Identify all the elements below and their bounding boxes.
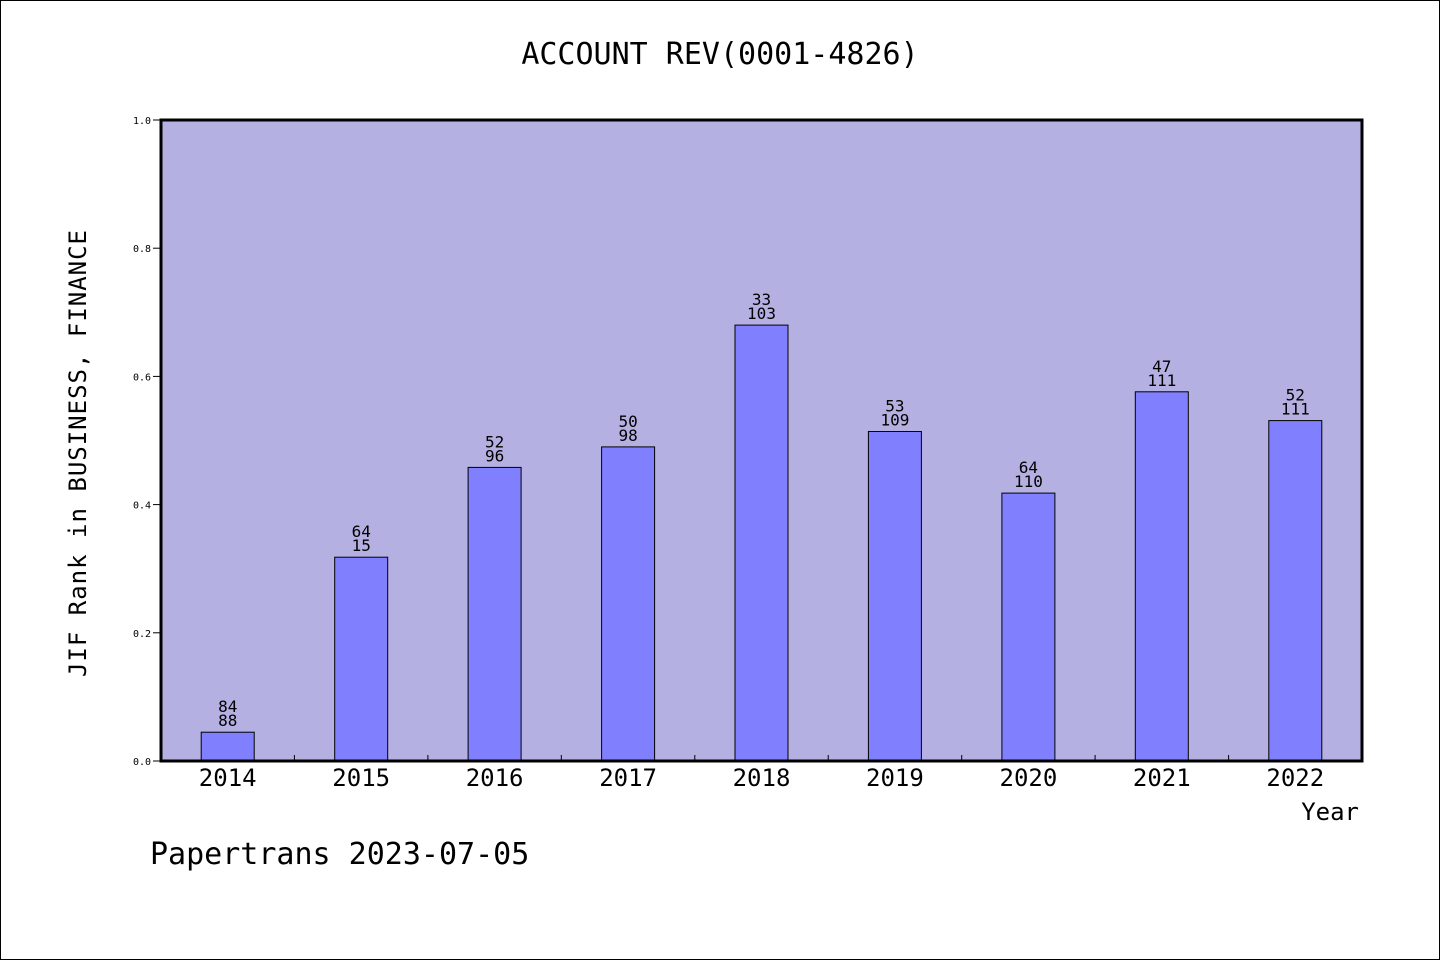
x-tick-label-2020: 2020: [1000, 764, 1058, 792]
bar-label-2017-2: 98: [618, 426, 637, 445]
bar-2015: [334, 556, 389, 762]
y-tick-label-0.8: 0.8: [133, 244, 151, 255]
bar-label-2019-1: 53: [885, 397, 904, 416]
bar-label-2017-1: 50: [618, 412, 637, 431]
y-tick-label-0.2: 0.2: [133, 629, 151, 640]
bar-2017: [601, 446, 656, 762]
bar-2019: [867, 431, 922, 762]
x-tick-label-2022: 2022: [1266, 764, 1324, 792]
bar-label-2018-2: 103: [747, 304, 776, 323]
bar-label-2021-2: 111: [1147, 371, 1176, 390]
x-tick-label-2019: 2019: [866, 764, 924, 792]
bar-2018: [734, 324, 789, 762]
x-tick-label-2017: 2017: [599, 764, 657, 792]
x-tick-label-2018: 2018: [733, 764, 791, 792]
bar-label-2015-2: 15: [352, 536, 371, 555]
footer-note: Papertrans 2023-07-05: [150, 837, 530, 872]
bar-label-2014-1: 84: [218, 697, 237, 716]
bar-label-2020-1: 64: [1019, 458, 1038, 477]
bar-2022: [1268, 420, 1323, 762]
x-tick-label-2016: 2016: [466, 764, 524, 792]
axes: 2014 2015 2016 2017 2018 2019 2020 2021 2022 0.0 0…: [133, 116, 1364, 792]
bar-group: 8488641552965098331035310964110471115211…: [200, 290, 1323, 762]
x-tick-label-2014: 2014: [199, 764, 257, 792]
bar-label-2022-2: 111: [1281, 400, 1310, 419]
bar-label-2019-2: 109: [880, 411, 909, 430]
y-tick-label-0.6: 0.6: [133, 372, 151, 383]
y-axis-label: JIF Rank in BUSINESS, FINANCE: [64, 228, 92, 678]
y-tick-label-0.0: 0.0: [133, 757, 151, 768]
y-tick-label-0.4: 0.4: [133, 501, 151, 512]
bar-2020: [1001, 492, 1056, 762]
bar-label-2015-1: 64: [352, 522, 371, 541]
bar-label-2020-2: 110: [1014, 472, 1043, 491]
bar-2016: [467, 466, 522, 762]
plot-frame: [159, 118, 1364, 763]
bar-label-2016-2: 96: [485, 446, 504, 465]
bar-2021: [1134, 391, 1189, 762]
x-axis-label: Year: [1301, 798, 1359, 826]
bar-label-2016-1: 52: [485, 432, 504, 451]
x-tick-label-2015: 2015: [332, 764, 390, 792]
bar-label-2021-1: 47: [1152, 357, 1171, 376]
y-tick-label-1.0: 1.0: [133, 116, 151, 127]
bar-2014: [200, 731, 255, 762]
x-tick-label-2021: 2021: [1133, 764, 1191, 792]
bar-label-2014-2: 88: [218, 711, 237, 730]
bar-label-2018-1: 33: [752, 290, 771, 309]
bar-label-2022-1: 52: [1286, 386, 1305, 405]
chart-title: ACCOUNT REV(0001-4826): [521, 37, 919, 72]
